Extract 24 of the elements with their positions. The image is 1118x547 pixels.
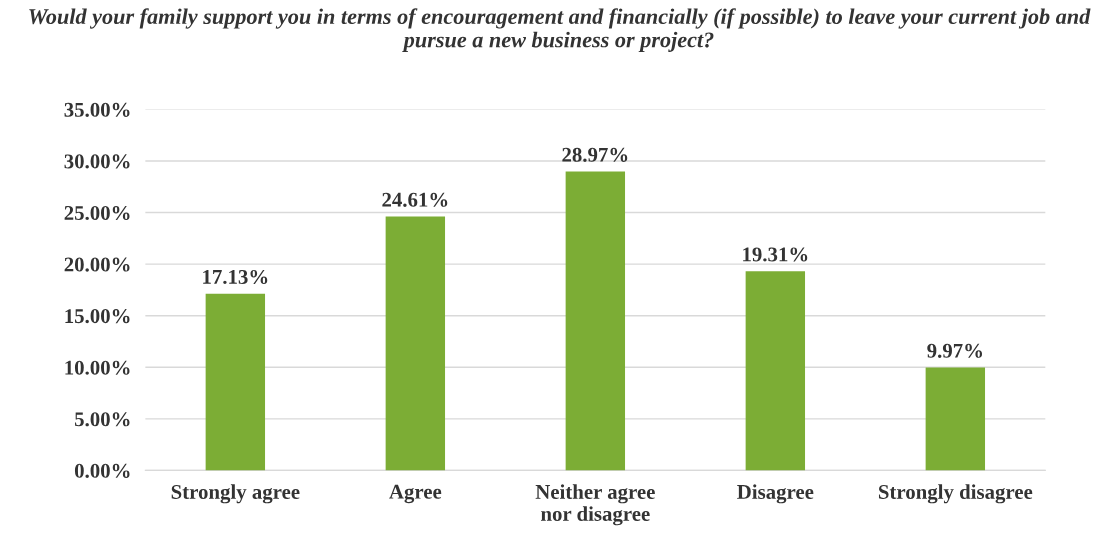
x-tick-label: Agree (389, 484, 442, 504)
y-tick-label: 15.00% (65, 309, 130, 324)
bar (385, 216, 446, 471)
x-tick-label: Strongly disagree (878, 484, 1033, 504)
y-tick-label: 20.00% (64, 257, 130, 272)
bar (745, 271, 806, 471)
data-label: 17.13% (203, 269, 268, 285)
bar (205, 293, 266, 471)
data-label: 24.61% (382, 192, 448, 207)
bar (565, 171, 626, 471)
x-tick-label: Neither agree nor disagree (535, 484, 655, 526)
bar (925, 367, 986, 471)
chart-title: Would your family support you in terms of encouragement and financially (if possible) to leave your current job and pursue a new business or project? (29, 8, 1091, 52)
x-tick-label: Strongly agree (171, 484, 300, 504)
y-tick-label: 25.00% (64, 205, 130, 221)
y-tick-label: 0.00% (74, 463, 130, 478)
y-tick-label: 10.00% (65, 360, 130, 375)
y-tick-label: 35.00% (64, 102, 130, 117)
data-label: 9.97% (927, 343, 983, 358)
y-tick-label: 30.00% (64, 154, 130, 169)
data-label: 28.97% (562, 147, 628, 162)
x-tick-label: Disagree (737, 484, 814, 504)
data-label: 19.31% (743, 247, 808, 262)
y-tick-label: 5.00% (74, 412, 130, 427)
